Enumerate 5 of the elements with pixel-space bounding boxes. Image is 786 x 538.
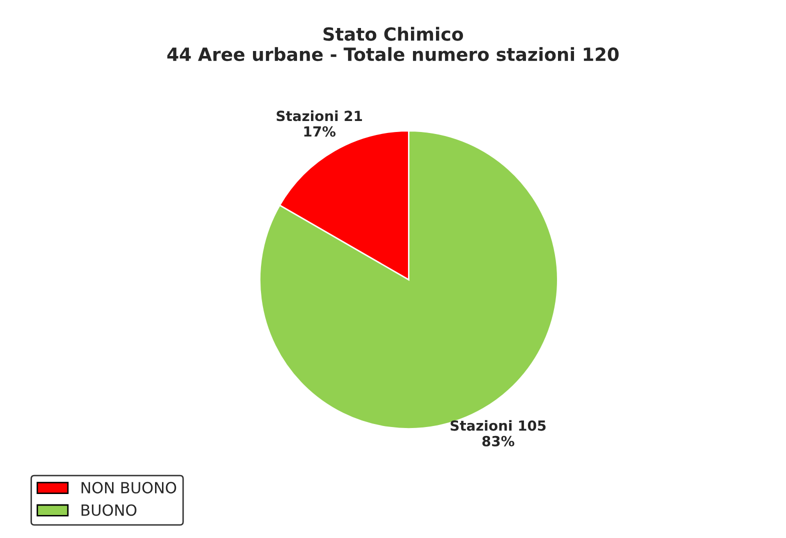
chart-title: Stato Chimico 44 Aree urbane - Totale numero stazioni 120 [167, 26, 619, 62]
legend-label: NON BUONO [82, 482, 176, 494]
data-label: Stazioni 105 83% [450, 420, 546, 446]
legend-label: BUONO [82, 504, 136, 516]
data-label: Stazioni 21 17% [276, 110, 362, 137]
